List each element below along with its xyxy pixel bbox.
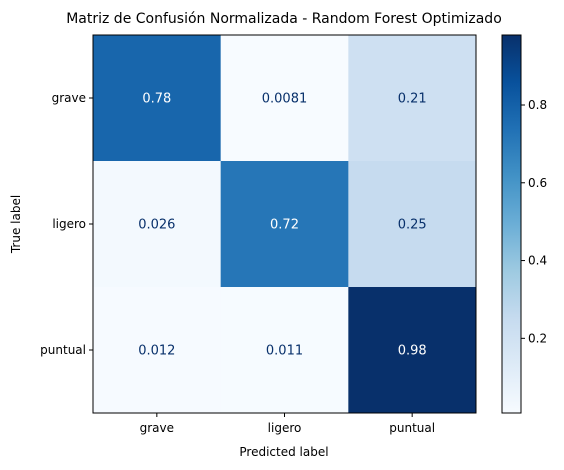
x-tick-label: ligero: [268, 421, 302, 435]
y-tick-label: grave: [52, 91, 86, 105]
colorbar: [501, 34, 522, 414]
heatmap-cell: [220, 287, 349, 414]
chart-title: Matriz de Confusión Normalizada - Random…: [66, 11, 502, 27]
cell-value-label: 0.012: [138, 344, 175, 359]
x-axis-ticks: grave ligero puntual: [140, 413, 435, 435]
x-tick-label: puntual: [389, 421, 435, 435]
heatmap-cell: [220, 35, 349, 162]
cell-value-label: 0.72: [270, 218, 299, 233]
cell-value-label: 0.21: [398, 92, 427, 107]
heatmap-cell: [348, 287, 477, 414]
y-tick-label: puntual: [40, 343, 86, 357]
colorbar-tick-label: 0.2: [528, 331, 547, 345]
colorbar-tick-label: 0.4: [528, 254, 547, 268]
colorbar-tick-label: 0.8: [528, 98, 547, 112]
y-tick-label: ligero: [52, 217, 86, 231]
heatmap-cell: [220, 161, 349, 288]
cell-value-label: 0.98: [398, 344, 427, 359]
heatmap-cell: [348, 35, 477, 162]
cell-value-label: 0.0081: [262, 92, 308, 107]
x-tick-label: grave: [140, 421, 174, 435]
colorbar-ticks: 0.2 0.4 0.6 0.8: [521, 98, 547, 345]
colorbar-tick-label: 0.6: [528, 176, 547, 190]
x-axis-label: Predicted label: [239, 445, 328, 459]
heatmap-cell: [93, 287, 222, 414]
heatmap-cell: [93, 161, 222, 288]
cell-value-label: 0.25: [398, 218, 427, 233]
cell-value-label: 0.026: [138, 218, 175, 233]
cell-value-label: 0.011: [266, 344, 303, 359]
cell-value-label: 0.78: [142, 92, 171, 107]
heatmap-cell: [348, 161, 477, 288]
heatmap-cell: [93, 35, 222, 162]
y-axis-ticks: grave ligero puntual: [40, 91, 93, 357]
heatmap-cells: [93, 35, 477, 414]
heatmap-cell-labels: 0.78 0.0081 0.21 0.026 0.72 0.25 0.012 0.011 0.9…: [138, 92, 426, 359]
y-axis-label: True label: [9, 195, 23, 254]
